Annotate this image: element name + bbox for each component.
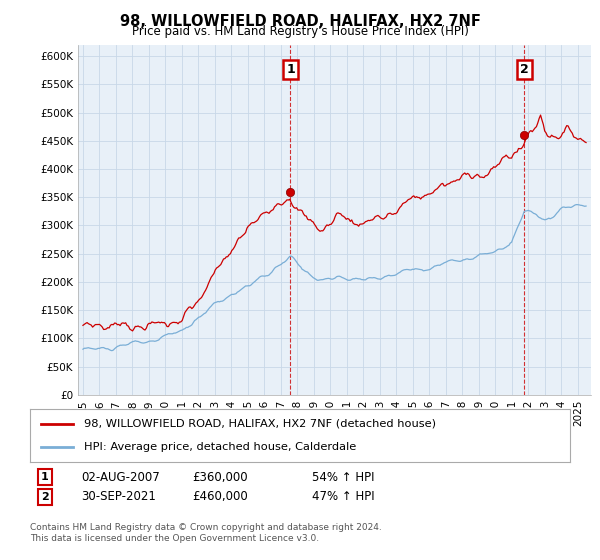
Text: Price paid vs. HM Land Registry's House Price Index (HPI): Price paid vs. HM Land Registry's House …	[131, 25, 469, 38]
Text: £460,000: £460,000	[192, 490, 248, 503]
Text: 02-AUG-2007: 02-AUG-2007	[81, 470, 160, 484]
Text: 1: 1	[41, 472, 49, 482]
Text: £360,000: £360,000	[192, 470, 248, 484]
Text: 30-SEP-2021: 30-SEP-2021	[81, 490, 156, 503]
Text: 98, WILLOWFIELD ROAD, HALIFAX, HX2 7NF (detached house): 98, WILLOWFIELD ROAD, HALIFAX, HX2 7NF (…	[84, 419, 436, 429]
Text: 2: 2	[41, 492, 49, 502]
Text: 54% ↑ HPI: 54% ↑ HPI	[312, 470, 374, 484]
Text: Contains HM Land Registry data © Crown copyright and database right 2024.
This d: Contains HM Land Registry data © Crown c…	[30, 524, 382, 543]
Text: 2: 2	[520, 63, 529, 76]
Text: 1: 1	[286, 63, 295, 76]
Text: 47% ↑ HPI: 47% ↑ HPI	[312, 490, 374, 503]
Text: 98, WILLOWFIELD ROAD, HALIFAX, HX2 7NF: 98, WILLOWFIELD ROAD, HALIFAX, HX2 7NF	[119, 14, 481, 29]
Text: HPI: Average price, detached house, Calderdale: HPI: Average price, detached house, Cald…	[84, 442, 356, 452]
